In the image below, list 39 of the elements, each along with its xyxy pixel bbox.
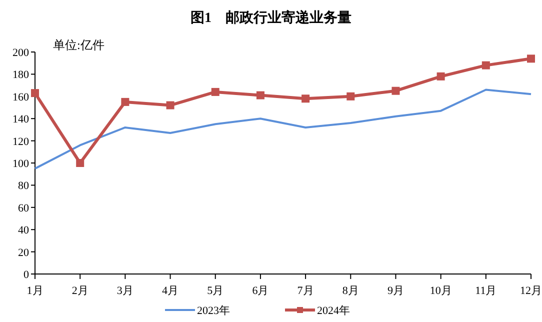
y-tick-label: 180 bbox=[12, 69, 30, 82]
point bbox=[31, 89, 39, 98]
x-tick-label: 5月 bbox=[207, 285, 224, 297]
y-tick-label: 100 bbox=[12, 158, 30, 170]
point bbox=[482, 61, 490, 70]
point bbox=[121, 98, 130, 106]
x-tick-label: 6月 bbox=[252, 285, 269, 297]
point bbox=[392, 86, 400, 95]
point bbox=[256, 91, 264, 100]
annotation: 单位:亿件 bbox=[53, 38, 104, 52]
y-tick-label: 120 bbox=[12, 136, 30, 148]
legend: 2024年 bbox=[317, 305, 350, 317]
point bbox=[436, 72, 445, 80]
y-tick-label: 140 bbox=[12, 114, 30, 126]
x-tick-label: 9月 bbox=[387, 285, 404, 297]
y-tick-label: 60 bbox=[18, 202, 30, 214]
y-tick-label: 40 bbox=[18, 224, 30, 237]
y-tick-label: 20 bbox=[18, 246, 30, 259]
legend: 2023年 bbox=[197, 305, 230, 317]
x-tick-label: 3月 bbox=[116, 285, 134, 297]
y-tick-label: 200 bbox=[12, 47, 30, 59]
x-tick-label: 7月 bbox=[297, 285, 314, 297]
x-tick-label: 4月 bbox=[162, 285, 179, 297]
x-tick-label: 11月 bbox=[475, 285, 497, 297]
y-tick-label: 0 bbox=[24, 269, 30, 281]
x-tick-label: 1月 bbox=[26, 285, 44, 297]
point bbox=[76, 159, 84, 167]
point bbox=[211, 88, 220, 96]
x-tick-label: 8月 bbox=[342, 285, 359, 297]
x-tick-label: 2月 bbox=[72, 285, 88, 297]
y-tick-label: 160 bbox=[12, 91, 30, 104]
x-tick-label: 10月 bbox=[430, 285, 452, 297]
point bbox=[346, 92, 355, 100]
y-tick-label: 80 bbox=[18, 180, 30, 192]
x-tick-label: 12月 bbox=[520, 285, 542, 297]
point bbox=[302, 94, 310, 103]
point bbox=[527, 54, 535, 63]
point bbox=[166, 101, 174, 110]
title: 图1 邮政行业寄递业务量 bbox=[190, 11, 352, 26]
